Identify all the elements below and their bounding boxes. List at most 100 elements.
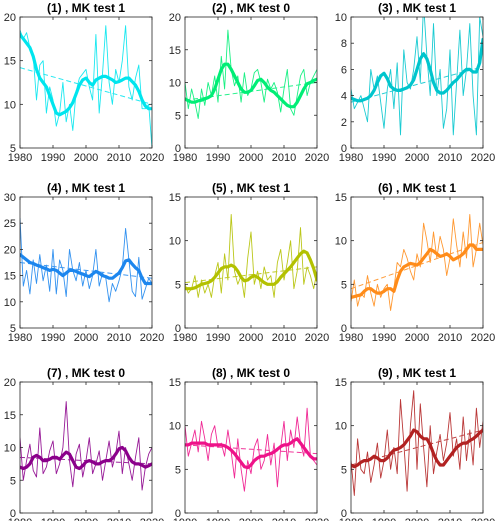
axes-box-2 [184, 16, 318, 149]
smoothed-series-line-6 [351, 243, 483, 299]
y-tick-label-4-3: 20 [4, 244, 16, 256]
annual-series-line-4 [20, 217, 152, 303]
annual-series-line-8 [185, 407, 317, 492]
chart-title-1: (1) , MK test 1 [47, 1, 125, 15]
smoothed-series-line-4 [20, 253, 152, 286]
x-tick-label-3-3: 2010 [438, 152, 462, 164]
y-tick-label-3-2: 4 [341, 91, 347, 103]
x-tick-label-6-0: 1980 [339, 332, 363, 344]
y-tick-label-4-0: 5 [10, 323, 16, 335]
plot-area-6 [351, 214, 483, 311]
x-tick-label-9-4: 2020 [471, 517, 495, 521]
x-tick-label-3-2: 2000 [405, 152, 429, 164]
y-tick-label-4-2: 15 [4, 271, 16, 283]
axes-box-8 [184, 381, 318, 514]
x-tick-label-5-2: 2000 [239, 332, 263, 344]
y-tick-label-6-2: 10 [335, 236, 347, 248]
x-tick-label-2-2: 2000 [239, 152, 263, 164]
x-tick-label-7-4: 2020 [140, 517, 164, 521]
x-tick-label-7-1: 1990 [41, 517, 65, 521]
x-tick-label-1-4: 2020 [140, 152, 164, 164]
y-tick-label-5-1: 5 [175, 279, 181, 291]
y-tick-label-1-3: 20 [4, 12, 16, 24]
smoothed-series-line-3 [351, 37, 483, 103]
x-tick-label-1-3: 2010 [107, 152, 131, 164]
x-tick-label-5-1: 1990 [206, 332, 230, 344]
chart-title-3: (3) , MK test 1 [378, 1, 456, 15]
y-tick-label-2-1: 5 [175, 110, 181, 122]
y-tick-label-3-0: 0 [341, 143, 347, 155]
y-tick-label-8-2: 10 [169, 421, 181, 433]
x-tick-label-4-1: 1990 [41, 332, 65, 344]
x-tick-label-5-3: 2010 [272, 332, 296, 344]
x-tick-label-2-3: 2010 [272, 152, 296, 164]
y-tick-label-7-2: 10 [4, 443, 16, 455]
x-tick-label-2-4: 2020 [305, 152, 329, 164]
smoothed-series-line-7 [20, 445, 152, 471]
smoothed-series-line-1 [20, 32, 152, 117]
y-tick-label-2-2: 10 [169, 78, 181, 90]
annual-series-line-3 [351, 17, 483, 136]
x-tick-label-9-3: 2010 [438, 517, 462, 521]
x-tick-label-6-1: 1990 [372, 332, 396, 344]
chart-panel-4: (4) , MK test 1 1980 1990 2000 2010 2020 5 10 15… [4, 181, 164, 344]
chart-title-9: (9) , MK test 1 [378, 366, 456, 380]
plot-area-2 [185, 29, 317, 119]
x-tick-label-8-1: 1990 [206, 517, 230, 521]
chart-title-7: (7) , MK test 0 [47, 366, 125, 380]
plot-area-5 [185, 214, 317, 298]
y-tick-label-7-4: 20 [4, 377, 16, 389]
plot-area-4 [20, 217, 152, 303]
y-tick-label-8-0: 0 [175, 508, 181, 520]
x-tick-label-8-2: 2000 [239, 517, 263, 521]
y-tick-label-2-4: 20 [169, 12, 181, 24]
smoothed-series-line-9 [351, 428, 483, 469]
x-tick-label-8-4: 2020 [305, 517, 329, 521]
plot-area-3 [351, 17, 483, 136]
annual-series-line-9 [351, 390, 483, 496]
x-tick-label-4-2: 2000 [74, 332, 98, 344]
trend-line-5 [185, 266, 317, 284]
x-tick-label-9-0: 1980 [339, 517, 363, 521]
x-tick-label-6-3: 2010 [438, 332, 462, 344]
chart-title-2: (2) , MK test 0 [212, 1, 290, 15]
y-tick-label-7-1: 5 [10, 475, 16, 487]
y-tick-label-1-2: 15 [4, 56, 16, 68]
y-tick-label-9-1: 5 [341, 464, 347, 476]
annual-series-line-1 [20, 25, 152, 148]
y-tick-label-9-0: 0 [341, 508, 347, 520]
y-tick-label-4-4: 25 [4, 218, 16, 230]
x-tick-label-5-4: 2020 [305, 332, 329, 344]
x-tick-label-4-0: 1980 [8, 332, 32, 344]
x-tick-label-7-0: 1980 [8, 517, 32, 521]
x-tick-label-2-1: 1990 [206, 152, 230, 164]
plot-area-9 [351, 390, 483, 496]
x-tick-label-9-2: 2000 [405, 517, 429, 521]
chart-panel-7: (7) , MK test 0 1980 1990 2000 2010 2020 0 5 10 1… [4, 366, 164, 521]
y-tick-label-8-1: 5 [175, 464, 181, 476]
y-tick-label-9-2: 10 [335, 421, 347, 433]
annual-series-line-2 [185, 29, 317, 119]
y-tick-label-1-0: 5 [10, 143, 16, 155]
y-tick-label-3-5: 10 [335, 12, 347, 24]
x-tick-label-7-3: 2010 [107, 517, 131, 521]
smoothed-series-line-5 [185, 249, 317, 291]
trend-line-4 [20, 262, 152, 279]
chart-panel-2: (2) , MK test 0 1980 1990 2000 2010 2020 0 5 10 1… [169, 1, 329, 164]
x-tick-label-1-1: 1990 [41, 152, 65, 164]
y-tick-label-9-3: 15 [335, 377, 347, 389]
plot-area-7 [20, 401, 152, 491]
x-tick-label-1-2: 2000 [74, 152, 98, 164]
axes-box-6 [350, 196, 484, 329]
x-tick-label-2-0: 1980 [173, 152, 197, 164]
x-tick-label-3-4: 2020 [471, 152, 495, 164]
chart-title-6: (6) , MK test 1 [378, 181, 456, 195]
chart-panel-9: (9) , MK test 1 1980 1990 2000 2010 2020 0 5 10 1… [335, 366, 495, 521]
y-tick-label-3-1: 2 [341, 117, 347, 129]
x-tick-label-1-0: 1980 [8, 152, 32, 164]
chart-panel-6: (6) , MK test 1 1980 1990 2000 2010 2020 0 5 10 1… [335, 181, 495, 344]
chart-title-5: (5) , MK test 1 [212, 181, 290, 195]
trend-line-6 [351, 241, 483, 290]
y-tick-label-5-3: 15 [169, 192, 181, 204]
x-tick-label-6-2: 2000 [405, 332, 429, 344]
